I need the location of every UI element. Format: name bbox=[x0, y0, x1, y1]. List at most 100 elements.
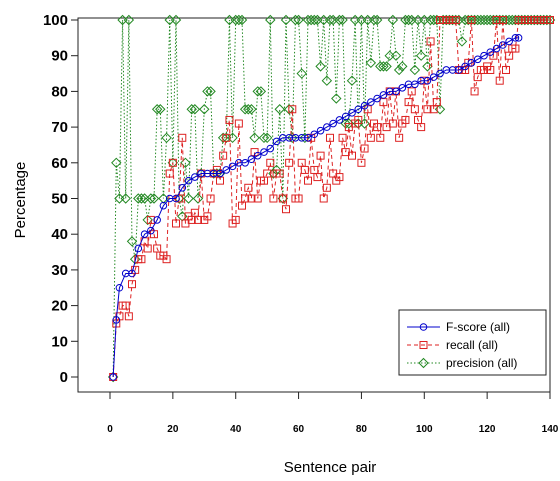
data-point bbox=[253, 194, 262, 203]
y-tick-label: 100 bbox=[43, 12, 68, 29]
data-point bbox=[417, 123, 426, 132]
data-point bbox=[143, 244, 152, 253]
data-point bbox=[241, 194, 250, 203]
data-point bbox=[134, 244, 143, 253]
data-point bbox=[194, 215, 202, 224]
data-point bbox=[225, 115, 234, 124]
data-point bbox=[178, 133, 187, 142]
data-point bbox=[161, 132, 172, 144]
data-point bbox=[392, 87, 400, 96]
data-point bbox=[191, 173, 199, 181]
legend-marker bbox=[419, 341, 428, 349]
series-f-score-all- bbox=[109, 34, 523, 381]
data-point bbox=[495, 76, 504, 85]
data-point bbox=[365, 57, 377, 69]
data-point bbox=[511, 34, 520, 42]
data-point bbox=[367, 98, 375, 106]
data-point bbox=[480, 51, 488, 60]
legend-label: recall (all) bbox=[446, 338, 498, 352]
data-point bbox=[126, 236, 138, 247]
data-point bbox=[338, 133, 347, 142]
data-point bbox=[159, 201, 168, 210]
data-point bbox=[409, 64, 421, 76]
data-point bbox=[146, 215, 155, 224]
data-point bbox=[467, 59, 476, 67]
data-point bbox=[473, 55, 482, 64]
data-point bbox=[275, 169, 284, 178]
data-point bbox=[348, 151, 356, 160]
data-point bbox=[285, 158, 294, 167]
data-point bbox=[381, 61, 392, 72]
data-point bbox=[329, 119, 337, 128]
legend-box bbox=[398, 309, 547, 376]
data-point bbox=[243, 104, 254, 115]
data-point bbox=[403, 14, 414, 26]
data-point bbox=[151, 104, 163, 115]
y-tick-label: 10 bbox=[51, 333, 68, 350]
data-point bbox=[323, 123, 331, 131]
data-point bbox=[470, 87, 479, 96]
data-point bbox=[360, 101, 369, 110]
data-point bbox=[376, 133, 385, 142]
data-point bbox=[404, 98, 413, 107]
data-point bbox=[128, 280, 136, 289]
data-point bbox=[492, 44, 501, 53]
legend-marker bbox=[418, 357, 429, 369]
data-point bbox=[546, 16, 554, 24]
x-tick-label: 20 bbox=[167, 424, 179, 435]
data-point bbox=[219, 151, 228, 160]
data-point bbox=[260, 148, 268, 156]
data-point bbox=[316, 151, 325, 160]
data-point bbox=[261, 132, 273, 144]
data-point bbox=[178, 183, 187, 192]
y-tick-label: 70 bbox=[51, 119, 68, 136]
data-point bbox=[112, 316, 121, 324]
data-point bbox=[180, 157, 191, 169]
data-point bbox=[335, 116, 344, 124]
data-point bbox=[109, 373, 117, 381]
data-point bbox=[155, 104, 166, 115]
x-tick-label: 120 bbox=[479, 424, 496, 435]
data-point bbox=[411, 80, 419, 89]
data-point bbox=[142, 214, 153, 226]
data-point bbox=[407, 87, 416, 96]
data-point bbox=[282, 205, 290, 214]
data-point bbox=[293, 14, 304, 26]
data-point bbox=[253, 151, 262, 160]
legend: F-score (all) recall (all) precision (all) bbox=[398, 309, 547, 376]
series-layer bbox=[107, 14, 556, 383]
data-point bbox=[252, 86, 263, 97]
data-point bbox=[296, 68, 307, 79]
legend-label: precision (all) bbox=[446, 356, 517, 370]
data-point bbox=[247, 155, 256, 164]
data-point bbox=[272, 137, 281, 146]
y-tick-label: 30 bbox=[51, 262, 68, 279]
x-tick-label: 140 bbox=[542, 424, 559, 435]
data-point bbox=[337, 14, 348, 26]
data-point bbox=[341, 112, 350, 121]
data-point bbox=[222, 133, 231, 142]
data-point bbox=[393, 64, 405, 76]
data-point bbox=[423, 105, 432, 114]
data-point bbox=[429, 73, 438, 81]
data-point bbox=[514, 34, 523, 42]
data-point bbox=[304, 134, 312, 142]
data-point bbox=[294, 194, 303, 203]
y-tick-label: 50 bbox=[51, 191, 68, 208]
data-point bbox=[310, 130, 319, 139]
data-point bbox=[313, 173, 322, 182]
data-point bbox=[436, 69, 444, 78]
data-point bbox=[375, 61, 386, 72]
series-line bbox=[112, 19, 550, 378]
data-point bbox=[334, 14, 345, 26]
y-tick-label: 90 bbox=[51, 48, 68, 65]
data-point bbox=[346, 75, 358, 86]
data-point bbox=[395, 133, 404, 142]
y-tick-label: 0 bbox=[60, 369, 68, 386]
data-point bbox=[309, 14, 320, 26]
data-point bbox=[153, 216, 161, 224]
y-tick-label: 60 bbox=[51, 155, 68, 172]
data-point bbox=[244, 183, 253, 192]
data-point bbox=[379, 91, 388, 99]
data-point bbox=[241, 159, 249, 167]
